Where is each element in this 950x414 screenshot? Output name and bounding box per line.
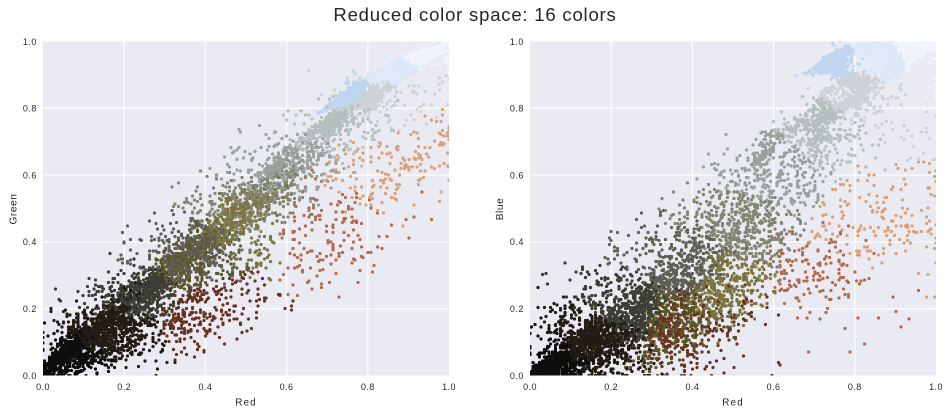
svg-text:Red: Red [722, 397, 743, 408]
svg-text:0.8: 0.8 [510, 104, 524, 114]
svg-text:0.0: 0.0 [510, 371, 524, 381]
svg-text:0.4: 0.4 [685, 382, 699, 392]
svg-text:1.0: 1.0 [442, 382, 456, 392]
svg-text:Green: Green [8, 193, 19, 224]
svg-text:Blue: Blue [495, 198, 506, 221]
svg-text:0.8: 0.8 [361, 382, 375, 392]
svg-text:0.6: 0.6 [510, 170, 524, 180]
svg-text:0.0: 0.0 [36, 382, 50, 392]
svg-text:0.2: 0.2 [604, 382, 618, 392]
svg-text:0.2: 0.2 [117, 382, 131, 392]
svg-text:0.6: 0.6 [280, 382, 294, 392]
svg-text:1.0: 1.0 [929, 382, 943, 392]
svg-text:0.8: 0.8 [23, 104, 37, 114]
svg-text:0.4: 0.4 [510, 237, 524, 247]
svg-text:1.0: 1.0 [510, 37, 524, 47]
svg-text:Reduced color space: 16 colors: Reduced color space: 16 colors [333, 4, 616, 25]
svg-text:1.0: 1.0 [23, 37, 37, 47]
svg-text:0.2: 0.2 [23, 304, 37, 314]
svg-text:Red: Red [235, 397, 256, 408]
svg-text:0.4: 0.4 [23, 237, 37, 247]
svg-text:0.0: 0.0 [23, 371, 37, 381]
svg-text:0.4: 0.4 [198, 382, 212, 392]
svg-text:0.2: 0.2 [510, 304, 524, 314]
svg-text:0.6: 0.6 [23, 170, 37, 180]
svg-text:0.6: 0.6 [767, 382, 781, 392]
svg-text:0.0: 0.0 [523, 382, 537, 392]
svg-text:0.8: 0.8 [848, 382, 862, 392]
